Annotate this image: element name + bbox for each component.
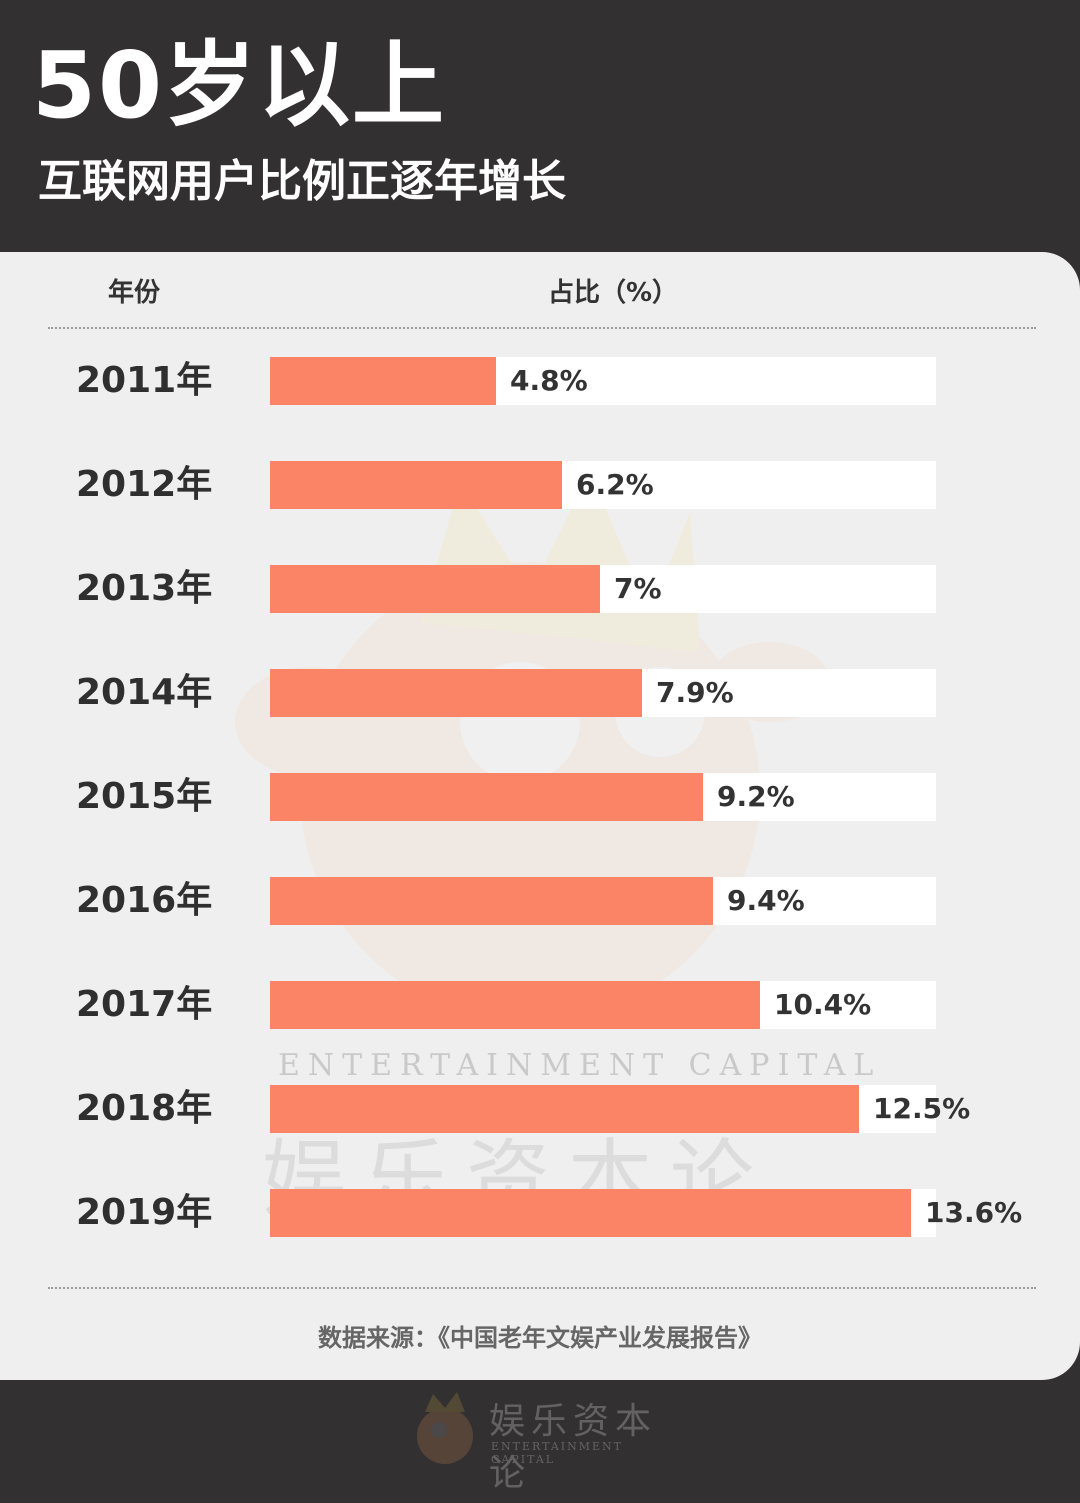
bar-value-label: 6.2% — [576, 468, 654, 501]
bar — [270, 981, 760, 1029]
data-source: 数据来源：《中国老年文娱产业发展报告》 — [318, 1324, 762, 1352]
top-divider — [48, 327, 1036, 329]
year-label: 2017年 — [76, 984, 213, 1025]
footer-logo-chinese: 娱乐资本论 — [489, 1401, 658, 1494]
bar — [270, 877, 713, 925]
bar-value-label: 7% — [614, 572, 662, 605]
year-label: 2018年 — [76, 1088, 213, 1129]
chart-card: ENTERTAINMENT CAPITAL 娱乐资本论 年份 占比（%） 201… — [0, 252, 1080, 1380]
bar — [270, 669, 642, 717]
column-header-share: 占比（%） — [548, 278, 679, 308]
year-label: 2014年 — [76, 672, 213, 713]
year-label: 2013年 — [76, 568, 213, 609]
bar — [270, 1189, 911, 1237]
bar-value-label: 10.4% — [774, 988, 872, 1021]
bar — [270, 565, 600, 613]
page-title: 50岁以上 — [32, 32, 447, 139]
bar-value-label: 4.8% — [510, 364, 588, 397]
year-label: 2012年 — [76, 464, 213, 505]
bar — [270, 357, 496, 405]
page-subtitle: 互联网用户比例正逐年增长 — [38, 156, 566, 207]
year-label: 2011年 — [76, 360, 213, 401]
year-label: 2019年 — [76, 1192, 213, 1233]
footer-logo-english: ENTERTAINMENT CAPITAL — [491, 1440, 624, 1466]
bar-value-label: 13.6% — [925, 1196, 1023, 1229]
bar-value-label: 9.2% — [717, 780, 795, 813]
bar-chart: 2011年 4.8% 2012年 6.2% 2013年 7% 2014年 7.9% 2015年 9… — [0, 252, 1080, 1380]
footer-logo: 娱乐资本论 ENTERTAINMENT CAPITAL — [405, 1388, 685, 1494]
bottom-divider — [48, 1287, 1036, 1289]
column-header-year: 年份 — [108, 278, 161, 308]
bar — [270, 1085, 859, 1133]
bar-value-label: 12.5% — [873, 1092, 971, 1125]
bar — [270, 461, 562, 509]
watermark-english: ENTERTAINMENT CAPITAL — [278, 1048, 882, 1083]
year-label: 2016年 — [76, 880, 213, 921]
bar — [270, 773, 703, 821]
bar-value-label: 7.9% — [656, 676, 734, 709]
logo-mascot-icon — [417, 1392, 473, 1464]
bar-value-label: 9.4% — [727, 884, 805, 917]
year-label: 2015年 — [76, 776, 213, 817]
